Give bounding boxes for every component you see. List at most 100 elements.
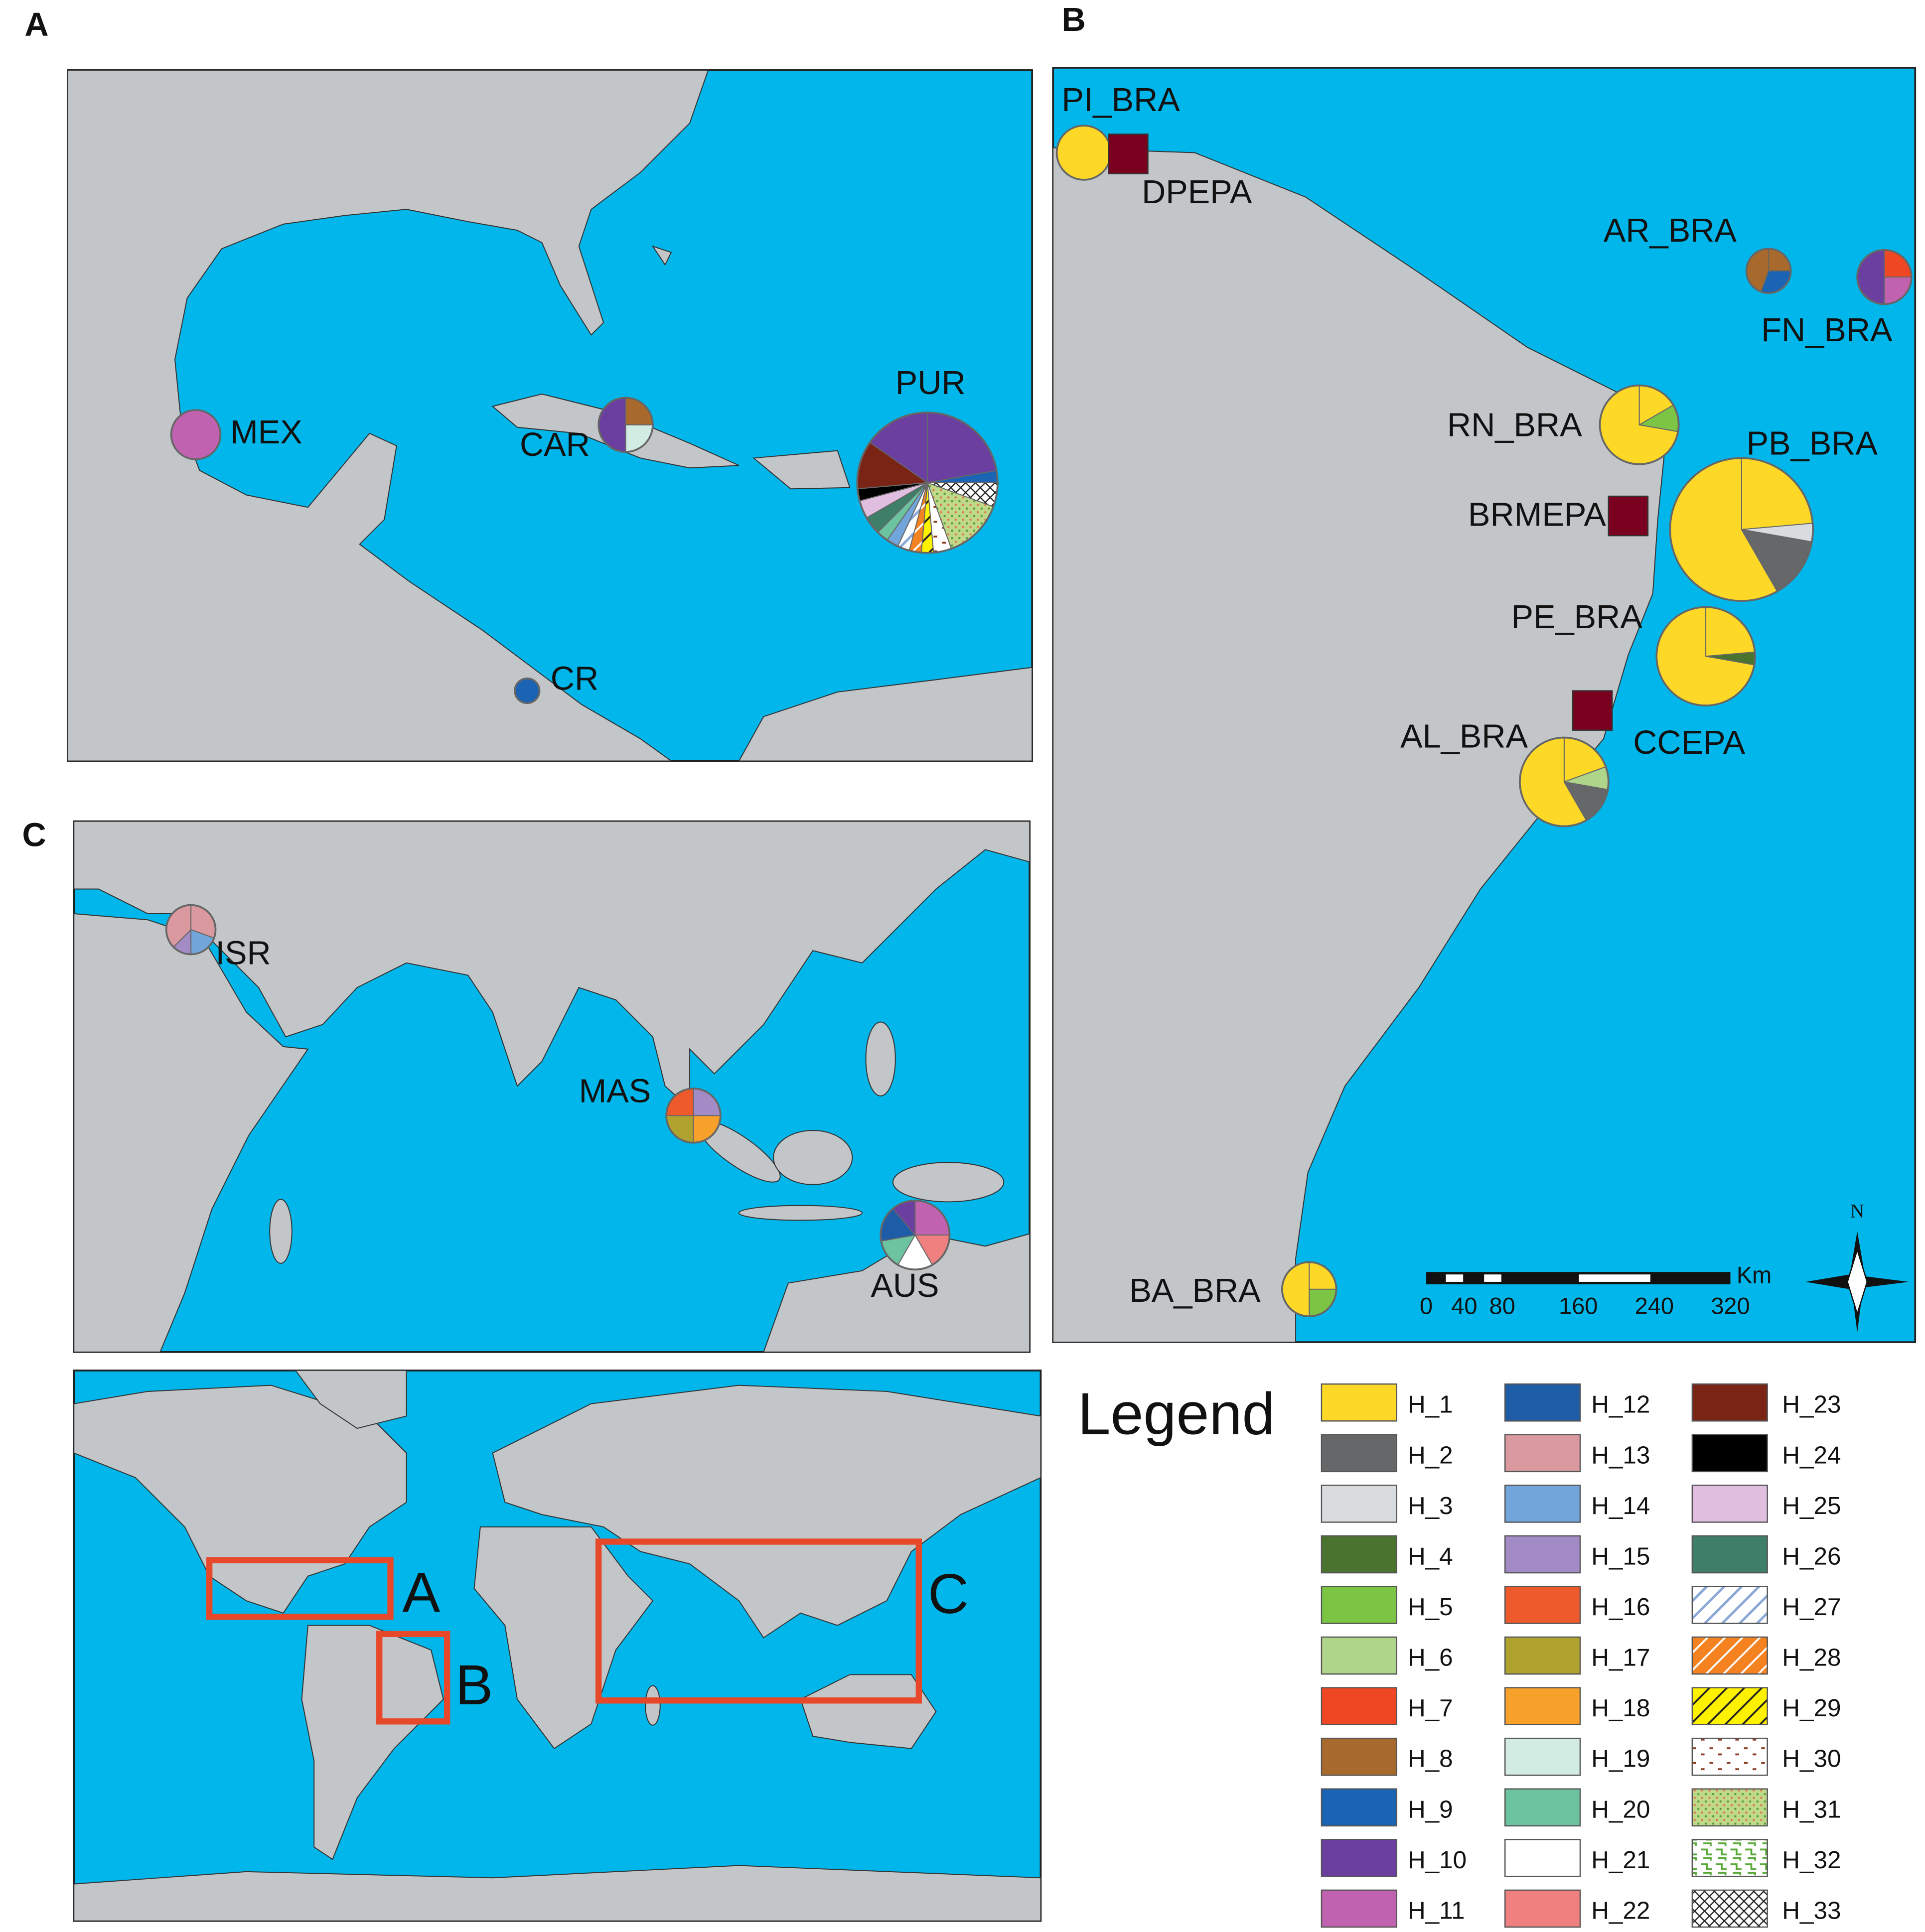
- legend-label: H_32: [1782, 1846, 1841, 1874]
- scale-tick-label: 320: [1711, 1292, 1750, 1319]
- legend-label: H_28: [1782, 1644, 1841, 1671]
- legend-swatch: [1691, 1434, 1768, 1473]
- legend-label: H_15: [1591, 1542, 1650, 1570]
- inset-label: C: [928, 1562, 969, 1626]
- legend-swatch: [1691, 1586, 1768, 1624]
- pie-outline: [1599, 384, 1680, 465]
- pie-outline: [880, 1199, 951, 1271]
- legend-swatch: [1691, 1535, 1768, 1574]
- legend-swatch: [1504, 1889, 1581, 1928]
- legend-label: H_2: [1408, 1441, 1453, 1469]
- scale-bar: [1426, 1272, 1731, 1284]
- pie-outline: [856, 412, 999, 554]
- legend-swatch: [1321, 1737, 1397, 1776]
- pie-outline: [1669, 457, 1814, 602]
- legend-label: H_9: [1408, 1795, 1453, 1823]
- pie-outline: [1745, 248, 1792, 294]
- legend-label: H_7: [1408, 1694, 1453, 1722]
- legend-swatch: [1691, 1485, 1768, 1523]
- legend-label: H_27: [1782, 1593, 1841, 1621]
- scale-unit: Km: [1737, 1261, 1772, 1288]
- legend-swatch: [1691, 1737, 1768, 1776]
- legend-swatch: [1321, 1788, 1397, 1827]
- legend-swatch: [1321, 1535, 1397, 1574]
- legend-label: H_19: [1591, 1745, 1650, 1773]
- pie-outline: [514, 678, 541, 704]
- panel-label: A: [24, 6, 48, 43]
- legend-swatch: [1321, 1485, 1397, 1523]
- site-label: AR_BRA: [1604, 212, 1737, 249]
- legend-label: H_24: [1782, 1441, 1841, 1469]
- site-label: CCEPA: [1633, 724, 1745, 761]
- legend-swatch: [1504, 1687, 1581, 1726]
- legend-label: H_12: [1591, 1391, 1650, 1418]
- site-label: AUS: [871, 1267, 939, 1304]
- site-label: MAS: [579, 1073, 651, 1109]
- locality-square: [1108, 134, 1149, 174]
- pie-outline: [1856, 249, 1913, 305]
- legend-swatch: [1504, 1383, 1581, 1422]
- legend-label: H_4: [1408, 1542, 1453, 1570]
- legend-label: H_5: [1408, 1593, 1453, 1621]
- legend-label: H_1: [1408, 1391, 1453, 1418]
- legend-swatch: [1504, 1636, 1581, 1675]
- legend-label: H_14: [1591, 1492, 1650, 1519]
- legend-swatch: [1321, 1636, 1397, 1675]
- site-label: BA_BRA: [1129, 1272, 1261, 1309]
- scale-tick-label: 160: [1559, 1292, 1598, 1319]
- scale-tick-label: 40: [1451, 1292, 1477, 1319]
- site-label: PB_BRA: [1747, 425, 1878, 462]
- scale-tick-label: 80: [1489, 1292, 1515, 1319]
- site-label: PE_BRA: [1511, 599, 1643, 636]
- site-label: AL_BRA: [1400, 718, 1528, 755]
- legend-swatch: [1504, 1535, 1581, 1574]
- legend-label: H_25: [1782, 1492, 1841, 1519]
- legend-label: H_18: [1591, 1694, 1650, 1722]
- north-label: N: [1850, 1200, 1865, 1222]
- legend-swatch: [1691, 1839, 1768, 1877]
- legend-label: H_21: [1591, 1846, 1650, 1874]
- legend-label: H_10: [1408, 1846, 1467, 1874]
- legend-swatch: [1321, 1586, 1397, 1624]
- legend-swatch: [1321, 1839, 1397, 1877]
- legend-label: H_20: [1591, 1795, 1650, 1823]
- legend-label: H_23: [1782, 1391, 1841, 1418]
- legend-label: H_3: [1408, 1492, 1453, 1519]
- legend-label: H_29: [1782, 1694, 1841, 1722]
- legend-swatch: [1504, 1485, 1581, 1523]
- site-label: ISR: [216, 935, 271, 972]
- legend-label: H_17: [1591, 1644, 1650, 1671]
- pie-outline: [1519, 736, 1610, 828]
- scale-tick-label: 0: [1420, 1292, 1433, 1319]
- pie-outline: [597, 397, 654, 453]
- site-label: BRMEPA: [1468, 497, 1606, 534]
- legend-swatch: [1691, 1636, 1768, 1675]
- legend-swatch: [1691, 1788, 1768, 1827]
- site-label: DPEPA: [1142, 174, 1252, 211]
- pie-outline: [170, 409, 222, 460]
- site-label: PI_BRA: [1061, 82, 1180, 119]
- legend-swatch: [1504, 1586, 1581, 1624]
- site-label: MEX: [230, 414, 302, 451]
- legend-label: H_11: [1408, 1897, 1465, 1925]
- inset-label: A: [402, 1561, 440, 1625]
- legend-swatch: [1321, 1687, 1397, 1726]
- legend-label: H_31: [1782, 1795, 1841, 1823]
- legend-swatch: [1691, 1687, 1768, 1726]
- legend-label: H_8: [1408, 1745, 1453, 1773]
- panel-a-map: [67, 69, 1033, 762]
- site-label: RN_BRA: [1447, 407, 1582, 443]
- legend-label: H_13: [1591, 1441, 1650, 1469]
- locality-square: [1572, 690, 1613, 731]
- legend-label: H_16: [1591, 1593, 1650, 1621]
- pie-outline: [1655, 606, 1756, 707]
- legend-swatch: [1504, 1788, 1581, 1827]
- site-label: CR: [551, 660, 598, 697]
- north-arrow: [1805, 1231, 1909, 1333]
- world-map: [73, 1370, 1042, 1922]
- panel-label: B: [1061, 1, 1085, 38]
- pie-outline: [165, 904, 217, 956]
- legend-title: Legend: [1078, 1381, 1275, 1447]
- scale-tick-label: 240: [1635, 1292, 1674, 1319]
